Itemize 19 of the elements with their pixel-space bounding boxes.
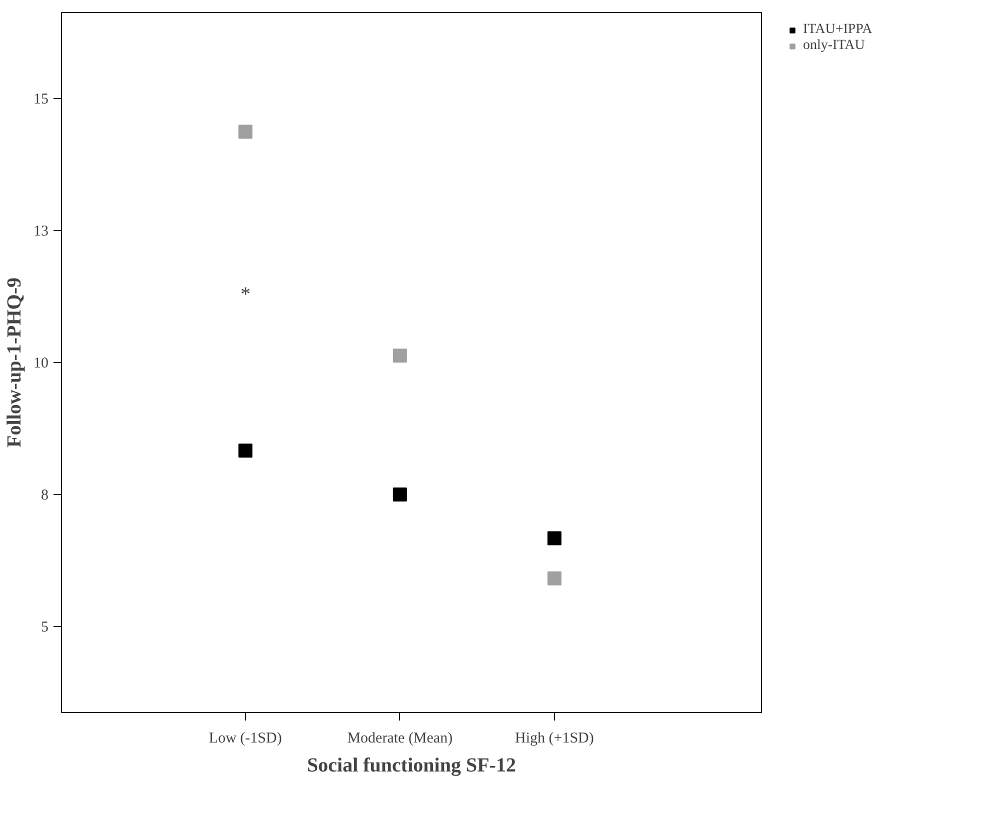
point: [547, 571, 562, 586]
point: [547, 531, 562, 546]
annotation: *: [240, 284, 250, 306]
x-tick-label: High (+1SD): [515, 730, 594, 746]
x-tick-label: Low (-1SD): [208, 730, 282, 746]
point: [238, 444, 252, 458]
x-axis-title: Social functioning SF-12: [307, 754, 516, 776]
point: [392, 348, 407, 363]
point: [238, 124, 252, 139]
y-tick-label: 13: [34, 224, 48, 240]
y-tick-label: 15: [34, 92, 48, 108]
x-tick-label: Moderate (Mean): [347, 730, 453, 746]
y-axis-title: Follow-up-1-PHQ-9: [4, 277, 26, 448]
y-tick-label: 10: [34, 356, 48, 372]
y-tick-label: 8: [41, 487, 48, 504]
legend-label: only-ITAU: [803, 38, 865, 54]
point: [392, 487, 407, 502]
y-tick-label: 5: [41, 619, 48, 636]
legend-label: ITAU+IPPA: [803, 22, 872, 38]
